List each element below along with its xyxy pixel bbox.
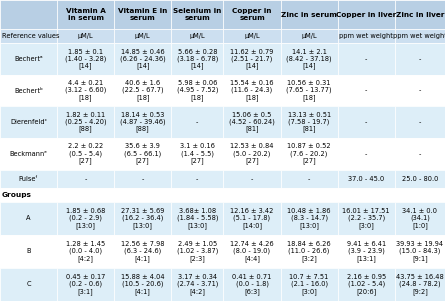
- Bar: [0, 169, 57, 188]
- Text: 43.75 ± 16.48
(24.8 - 78.2)
[9:2]: 43.75 ± 16.48 (24.8 - 78.2) [9:2]: [396, 274, 444, 295]
- Bar: [114, 106, 171, 138]
- Bar: [57, 169, 114, 188]
- Text: 12.74 ± 4.26
(8.0 - 19.0)
[4:4]: 12.74 ± 4.26 (8.0 - 19.0) [4:4]: [230, 241, 274, 262]
- Bar: [114, 169, 171, 188]
- Bar: [395, 106, 445, 138]
- Bar: [57, 75, 114, 106]
- Text: 11.62 ± 0.79
(2.51 - 21.7)
[14]: 11.62 ± 0.79 (2.51 - 21.7) [14]: [231, 48, 274, 69]
- Bar: [395, 268, 445, 301]
- Bar: [338, 0, 395, 29]
- Text: 16.01 ± 17.51
(2.2 - 35.7)
[3:0]: 16.01 ± 17.51 (2.2 - 35.7) [3:0]: [342, 208, 390, 229]
- Text: 2.16 ± 0.95
(1.02 - 5.4)
[20:6]: 2.16 ± 0.95 (1.02 - 5.4) [20:6]: [347, 274, 386, 295]
- Text: -: -: [419, 119, 421, 125]
- Text: 18.84 ± 6.26
(11.0 - 26.6)
[3:2]: 18.84 ± 6.26 (11.0 - 26.6) [3:2]: [287, 241, 331, 262]
- Text: A: A: [26, 216, 31, 222]
- Text: 12.16 ± 3.42
(5.1 - 17.8)
[14:0]: 12.16 ± 3.42 (5.1 - 17.8) [14:0]: [231, 208, 274, 229]
- Bar: [114, 75, 171, 106]
- Text: -: -: [196, 119, 198, 125]
- Bar: [338, 138, 395, 169]
- Bar: [171, 75, 223, 106]
- Text: Bechertᵃ: Bechertᵃ: [14, 56, 43, 62]
- Text: Vitamin A
in serum: Vitamin A in serum: [66, 8, 105, 21]
- Text: 1.28 ± 1.45
(0.0 - 4.0)
[4:2]: 1.28 ± 1.45 (0.0 - 4.0) [4:2]: [66, 241, 105, 262]
- Text: 10.87 ± 0.52
(7.6 - 20.2)
[27]: 10.87 ± 0.52 (7.6 - 20.2) [27]: [287, 143, 331, 164]
- Text: 2.49 ± 1.05
(1.02 - 3.87)
[2:3]: 2.49 ± 1.05 (1.02 - 3.87) [2:3]: [177, 241, 218, 262]
- Text: 10.48 ± 1.86
(8.3 - 14.7)
[13:0]: 10.48 ± 1.86 (8.3 - 14.7) [13:0]: [287, 208, 331, 229]
- Bar: [114, 235, 171, 268]
- Text: Copper in
serum: Copper in serum: [232, 8, 272, 21]
- Bar: [395, 43, 445, 75]
- Bar: [57, 138, 114, 169]
- Text: 0.41 ± 0.71
(0.0 - 1.8)
[6:3]: 0.41 ± 0.71 (0.0 - 1.8) [6:3]: [232, 274, 271, 295]
- Bar: [114, 0, 171, 29]
- Bar: [280, 235, 338, 268]
- Bar: [223, 106, 280, 138]
- Bar: [338, 202, 395, 235]
- Text: 37.0 - 45.0: 37.0 - 45.0: [348, 176, 384, 182]
- Bar: [223, 138, 280, 169]
- Bar: [57, 235, 114, 268]
- Bar: [280, 43, 338, 75]
- Bar: [395, 29, 445, 43]
- Bar: [395, 138, 445, 169]
- Bar: [0, 188, 445, 202]
- Text: µM/L: µM/L: [301, 33, 317, 39]
- Text: 14.85 ± 0.46
(6.26 - 24.36)
[14]: 14.85 ± 0.46 (6.26 - 24.36) [14]: [120, 48, 166, 69]
- Text: µM/L: µM/L: [190, 33, 205, 39]
- Bar: [338, 169, 395, 188]
- Text: µM/L: µM/L: [244, 33, 260, 39]
- Text: 3.1 ± 0.16
(1.4 - 5.5)
[27]: 3.1 ± 0.16 (1.4 - 5.5) [27]: [180, 143, 215, 164]
- Text: 5.98 ± 0.06
(4.95 - 7.52)
[18]: 5.98 ± 0.06 (4.95 - 7.52) [18]: [177, 80, 218, 101]
- Text: -: -: [196, 176, 198, 182]
- Bar: [280, 268, 338, 301]
- Bar: [0, 138, 57, 169]
- Text: 15.54 ± 0.16
(11.6 - 24.3)
[18]: 15.54 ± 0.16 (11.6 - 24.3) [18]: [230, 80, 274, 101]
- Text: 1.82 ± 0.11
(0.25 - 4.20)
[88]: 1.82 ± 0.11 (0.25 - 4.20) [88]: [65, 112, 106, 132]
- Bar: [0, 75, 57, 106]
- Text: -: -: [365, 119, 367, 125]
- Text: C: C: [26, 281, 31, 287]
- Bar: [223, 43, 280, 75]
- Text: Zinc in liver: Zinc in liver: [396, 12, 444, 18]
- Bar: [0, 202, 57, 235]
- Text: Beckmannᵉ: Beckmannᵉ: [9, 151, 48, 157]
- Text: 12.56 ± 7.98
(6.3 - 24.6)
[4:1]: 12.56 ± 7.98 (6.3 - 24.6) [4:1]: [121, 241, 165, 262]
- Bar: [0, 43, 57, 75]
- Text: 40.6 ± 1.6
(22.5 - 67.7)
[18]: 40.6 ± 1.6 (22.5 - 67.7) [18]: [122, 80, 163, 101]
- Text: 27.31 ± 5.69
(16.2 - 36.4)
[13:0]: 27.31 ± 5.69 (16.2 - 36.4) [13:0]: [121, 208, 164, 229]
- Text: 10.56 ± 0.31
(7.65 - 13.77)
[18]: 10.56 ± 0.31 (7.65 - 13.77) [18]: [286, 80, 332, 101]
- Bar: [171, 235, 223, 268]
- Bar: [395, 235, 445, 268]
- Text: 14.1 ± 2.1
(8.42 - 37.18)
[14]: 14.1 ± 2.1 (8.42 - 37.18) [14]: [286, 48, 332, 69]
- Bar: [0, 106, 57, 138]
- Text: Copper in liver: Copper in liver: [336, 12, 396, 18]
- Bar: [280, 138, 338, 169]
- Text: Groups: Groups: [2, 192, 32, 198]
- Text: 39.93 ± 19.94
(15.0 - 84.3)
[9:1]: 39.93 ± 19.94 (15.0 - 84.3) [9:1]: [396, 241, 443, 262]
- Text: µM/L: µM/L: [135, 33, 150, 39]
- Bar: [395, 169, 445, 188]
- Bar: [223, 268, 280, 301]
- Bar: [171, 29, 223, 43]
- Text: ppm wet weight: ppm wet weight: [339, 33, 393, 39]
- Text: -: -: [85, 176, 87, 182]
- Bar: [338, 75, 395, 106]
- Text: Selenium in
serum: Selenium in serum: [173, 8, 222, 21]
- Bar: [114, 138, 171, 169]
- Text: 12.53 ± 0.84
(5.0 - 20.2)
[27]: 12.53 ± 0.84 (5.0 - 20.2) [27]: [230, 143, 274, 164]
- Text: 3.17 ± 0.34
(2.74 - 3.71)
[4:2]: 3.17 ± 0.34 (2.74 - 3.71) [4:2]: [177, 274, 218, 295]
- Bar: [338, 106, 395, 138]
- Bar: [395, 0, 445, 29]
- Bar: [57, 268, 114, 301]
- Bar: [114, 268, 171, 301]
- Text: -: -: [365, 151, 367, 157]
- Text: 0.45 ± 0.17
(0.2 - 0.6)
[3:1]: 0.45 ± 0.17 (0.2 - 0.6) [3:1]: [66, 274, 105, 295]
- Bar: [223, 235, 280, 268]
- Bar: [171, 0, 223, 29]
- Bar: [114, 29, 171, 43]
- Bar: [223, 75, 280, 106]
- Text: 18.14 ± 0.53
(4.87 - 39.46)
[88]: 18.14 ± 0.53 (4.87 - 39.46) [88]: [120, 112, 166, 132]
- Bar: [171, 268, 223, 301]
- Bar: [223, 202, 280, 235]
- Text: -: -: [419, 56, 421, 62]
